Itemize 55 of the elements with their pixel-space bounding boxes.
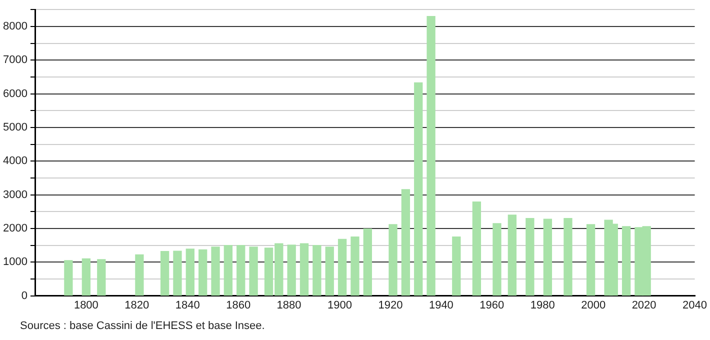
bar bbox=[586, 224, 596, 296]
bar bbox=[135, 254, 144, 296]
bar bbox=[287, 244, 296, 296]
bar bbox=[312, 244, 322, 296]
x-tick-label: 2040 bbox=[682, 299, 708, 312]
bar bbox=[249, 246, 258, 296]
bar bbox=[401, 189, 410, 296]
bar bbox=[622, 226, 631, 296]
bar bbox=[186, 248, 194, 296]
bar bbox=[492, 223, 502, 296]
bar bbox=[325, 246, 334, 296]
bar bbox=[211, 246, 220, 296]
bar bbox=[526, 218, 534, 296]
x-tick-label: 1920 bbox=[378, 299, 403, 312]
bar bbox=[173, 250, 182, 296]
bar bbox=[508, 214, 517, 296]
bar bbox=[543, 218, 552, 296]
x-tick-label: 2020 bbox=[632, 299, 656, 312]
y-tick-label: 7000 bbox=[2, 54, 28, 66]
bar bbox=[160, 251, 170, 296]
x-tick-label: 1980 bbox=[530, 299, 555, 312]
x-tick-label: 1900 bbox=[328, 299, 352, 312]
bar bbox=[236, 244, 246, 296]
y-tick-label: 2000 bbox=[2, 222, 28, 234]
x-tick-label: 1960 bbox=[480, 299, 504, 312]
bar bbox=[564, 218, 572, 296]
x-tick-label: 1940 bbox=[428, 299, 454, 312]
bar bbox=[452, 236, 461, 296]
x-tick-label: 1860 bbox=[226, 299, 251, 312]
bar bbox=[224, 244, 233, 296]
bar bbox=[82, 258, 91, 296]
x-tick-label: 1800 bbox=[74, 299, 98, 312]
bar bbox=[363, 228, 372, 296]
y-tick-label: 8000 bbox=[2, 20, 28, 32]
bar bbox=[338, 238, 347, 296]
source-note: Sources : base Cassini de l'EHESS et base Insee. bbox=[20, 320, 265, 332]
x-tick-label: 2000 bbox=[581, 299, 606, 312]
bar bbox=[414, 82, 423, 296]
bar bbox=[388, 224, 398, 296]
y-tick-label: 3000 bbox=[2, 188, 28, 201]
bar bbox=[300, 243, 309, 296]
bar bbox=[97, 259, 106, 296]
bar bbox=[350, 236, 360, 296]
y-tick-label: 1000 bbox=[2, 256, 28, 268]
y-tick-label: 5000 bbox=[2, 121, 28, 134]
y-tick-label: 0 bbox=[21, 290, 28, 302]
x-tick-label: 1880 bbox=[276, 299, 302, 312]
bar bbox=[426, 16, 436, 296]
x-tick-label: 1840 bbox=[175, 299, 200, 312]
bar bbox=[64, 260, 73, 296]
y-tick-label: 6000 bbox=[2, 88, 28, 100]
bar bbox=[472, 202, 482, 296]
y-tick-label: 4000 bbox=[2, 155, 28, 168]
bar bbox=[198, 249, 208, 296]
x-tick-label: 1820 bbox=[124, 299, 150, 312]
